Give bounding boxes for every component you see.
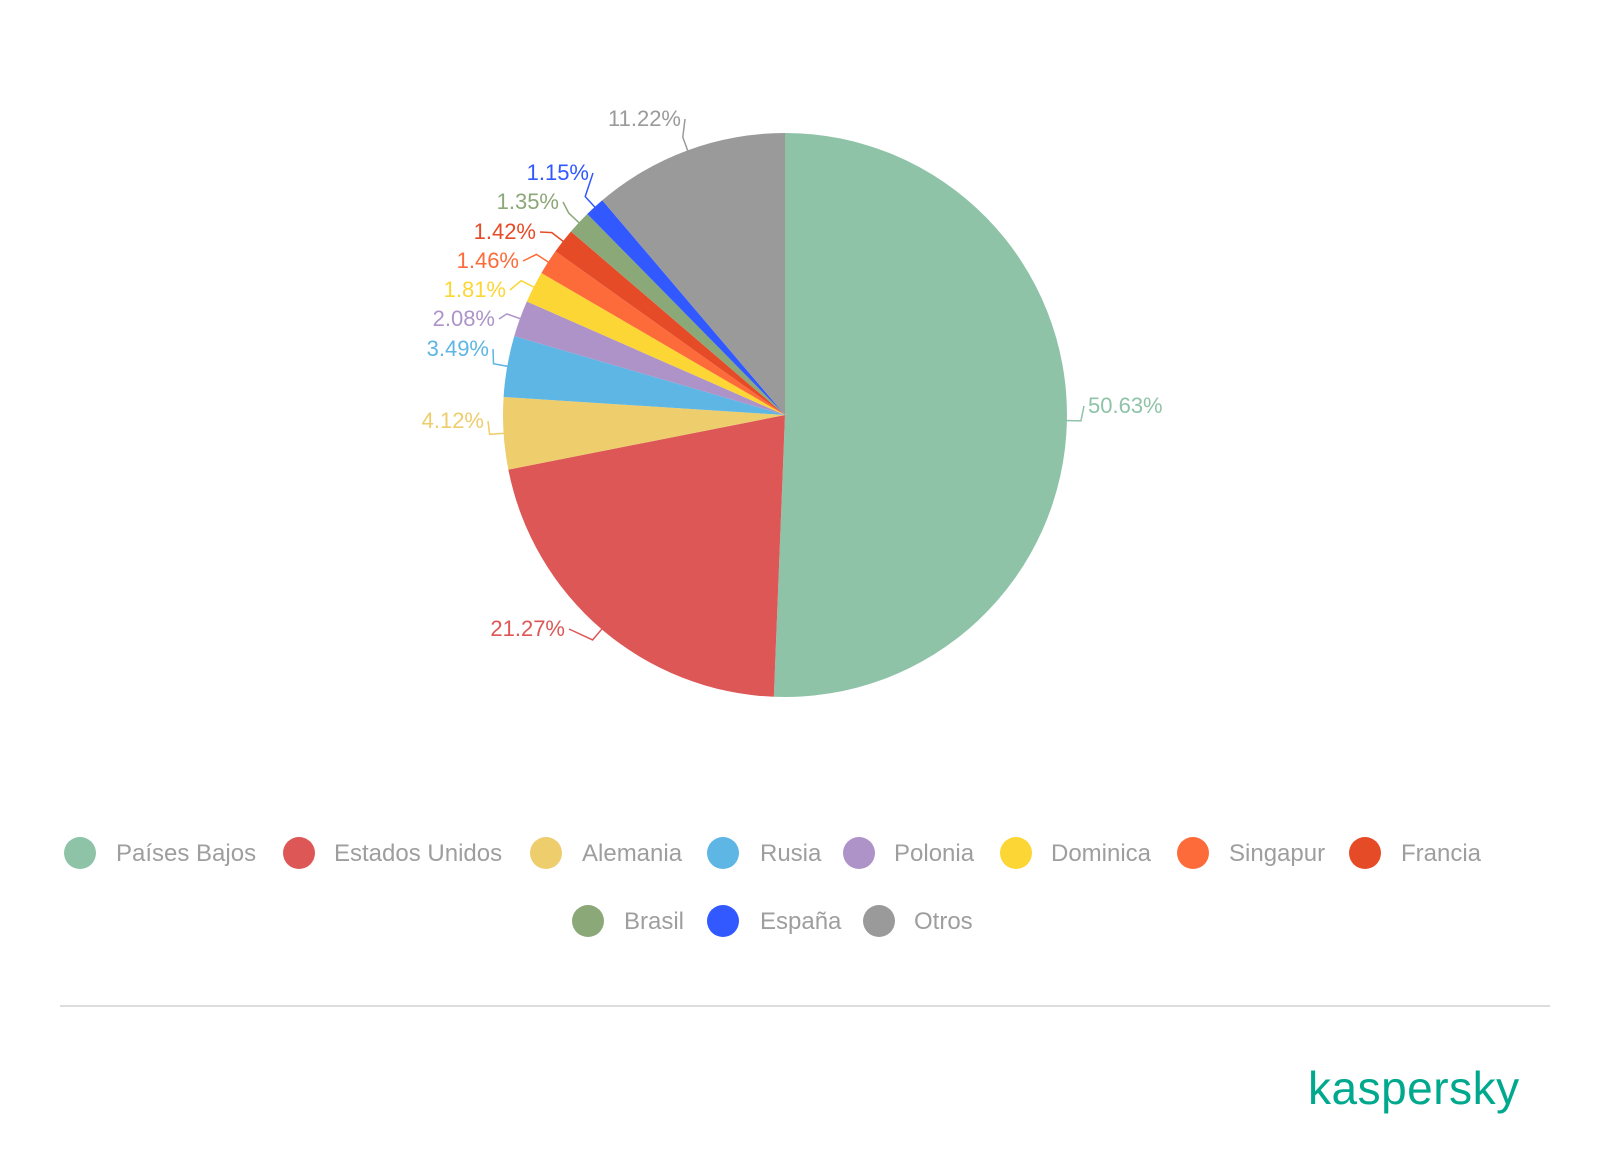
legend-swatch bbox=[64, 837, 96, 869]
pie-slice bbox=[526, 272, 785, 415]
legend-swatch bbox=[843, 837, 875, 869]
slice-percentage-label: 3.49% bbox=[427, 336, 489, 361]
legend-swatch bbox=[283, 837, 315, 869]
pie-slice bbox=[773, 133, 1067, 697]
slice-percentage-label: 50.63% bbox=[1088, 393, 1163, 418]
pie-slice bbox=[570, 213, 785, 415]
legend-label: Dominica bbox=[1051, 840, 1152, 867]
pie-slices bbox=[503, 133, 1067, 697]
legend-label: Francia bbox=[1401, 840, 1482, 867]
leader-line bbox=[568, 627, 604, 641]
legend-swatch bbox=[1000, 837, 1032, 869]
pie-slice bbox=[555, 231, 785, 415]
slice-percentage-label: 1.15% bbox=[527, 160, 589, 185]
leader-line bbox=[562, 201, 581, 225]
pie-slice bbox=[602, 133, 785, 415]
pie-slice bbox=[503, 336, 785, 415]
legend-label: Países Bajos bbox=[116, 840, 256, 867]
slice-percentage-label: 2.08% bbox=[433, 306, 495, 331]
legend-label: Alemania bbox=[582, 840, 683, 867]
legend-label: Singapur bbox=[1229, 840, 1325, 867]
divider bbox=[60, 1005, 1550, 1007]
leader-line bbox=[492, 348, 510, 368]
legend-swatch bbox=[863, 905, 895, 937]
leader-line bbox=[1064, 405, 1085, 422]
leader-line bbox=[509, 279, 536, 291]
percentage-labels: 50.63% 21.27% 4.12% 3.49% 2.08% 1.81% 1.46% 1.4… bbox=[422, 106, 1163, 641]
slice-percentage-label: 1.81% bbox=[444, 277, 506, 302]
leader-line bbox=[584, 172, 597, 209]
legend-swatch bbox=[530, 837, 562, 869]
legend-label: Estados Unidos bbox=[334, 840, 502, 867]
legend-swatch bbox=[1177, 837, 1209, 869]
pie-slice bbox=[587, 200, 785, 415]
slice-percentage-label: 11.22% bbox=[608, 106, 681, 131]
label-leader-lines bbox=[487, 118, 1085, 641]
leader-line bbox=[522, 253, 551, 264]
legend-label: Brasil bbox=[624, 908, 684, 935]
leader-line bbox=[498, 313, 523, 321]
leader-line bbox=[539, 231, 565, 243]
legend-swatch bbox=[572, 905, 604, 937]
pie-slice bbox=[508, 415, 785, 697]
slice-percentage-label: 4.12% bbox=[422, 408, 484, 433]
pie-slice bbox=[503, 396, 785, 470]
legend-label: Otros bbox=[914, 908, 973, 935]
pie-slice bbox=[514, 301, 785, 415]
slice-percentage-label: 1.46% bbox=[457, 248, 519, 273]
legend-swatch bbox=[707, 837, 739, 869]
kaspersky-logo: kaspersky bbox=[1308, 1062, 1520, 1114]
legend-swatch bbox=[707, 905, 739, 937]
slice-percentage-label: 21.27% bbox=[490, 616, 565, 641]
legend-label: Rusia bbox=[760, 840, 822, 867]
legend-label: Polonia bbox=[894, 840, 975, 867]
legend-label: España bbox=[760, 908, 842, 935]
leader-line bbox=[682, 118, 690, 153]
leader-line bbox=[487, 420, 506, 436]
slice-percentage-label: 1.42% bbox=[474, 219, 536, 244]
chart-legend: Países Bajos Estados Unidos Alemania Rusia P… bbox=[64, 837, 1482, 937]
slice-percentage-label: 1.35% bbox=[497, 189, 559, 214]
pie-slice bbox=[541, 251, 785, 415]
legend-swatch bbox=[1349, 837, 1381, 869]
